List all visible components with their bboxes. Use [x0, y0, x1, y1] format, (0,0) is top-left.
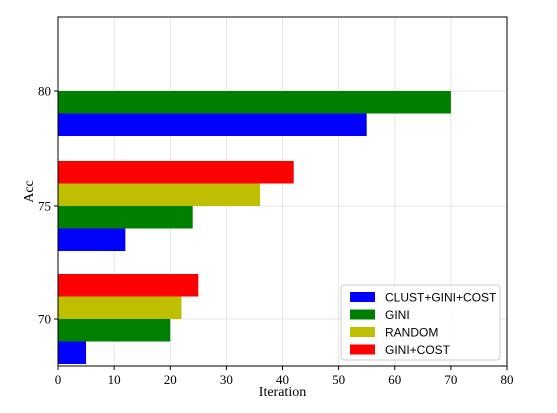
y-tick-label: 80 — [38, 84, 51, 99]
legend-swatch — [350, 344, 375, 355]
legend-label: GINI+COST — [385, 343, 451, 357]
legend-label: RANDOM — [385, 326, 438, 340]
bar-gini-70 — [58, 319, 171, 342]
x-axis-label: Iteration — [259, 385, 306, 400]
legend-swatch — [350, 309, 375, 320]
legend-swatch — [350, 327, 375, 337]
x-tick-label: 20 — [164, 372, 177, 387]
x-tick-label: 80 — [501, 372, 514, 387]
bar-clust-gini-cost-80 — [58, 113, 367, 136]
bar-clust-gini-cost-75 — [58, 228, 126, 251]
bar-clust-gini-cost-70 — [58, 341, 87, 364]
x-axis-ticks: 0 10 20 30 40 50 60 70 80 — [55, 366, 514, 387]
legend-label: GINI — [385, 308, 410, 322]
bar-gini-cost-70 — [58, 274, 199, 297]
x-tick-label: 60 — [388, 372, 401, 387]
legend: CLUST+GINI+COST GINI RANDOM GINI+COST — [340, 284, 501, 361]
x-tick-label: 70 — [444, 372, 457, 387]
x-tick-label: 0 — [55, 372, 62, 387]
y-axis-label: Acc — [22, 180, 37, 203]
bar-random-75 — [58, 183, 261, 206]
bars — [58, 91, 451, 364]
legend-box — [340, 284, 501, 361]
x-tick-label: 10 — [108, 372, 121, 387]
legend-swatch — [350, 292, 375, 302]
x-tick-label: 50 — [332, 372, 345, 387]
x-tick-label: 40 — [276, 372, 289, 387]
legend-label: CLUST+GINI+COST — [385, 291, 497, 305]
bar-gini-80 — [58, 91, 451, 114]
bar-gini-cost-75 — [58, 161, 294, 184]
y-axis-ticks: 70 75 80 — [38, 84, 58, 327]
bar-gini-75 — [58, 206, 193, 229]
bar-random-70 — [58, 296, 182, 319]
y-tick-label: 75 — [38, 199, 51, 214]
y-tick-label: 70 — [38, 312, 51, 327]
x-tick-label: 30 — [220, 372, 233, 387]
